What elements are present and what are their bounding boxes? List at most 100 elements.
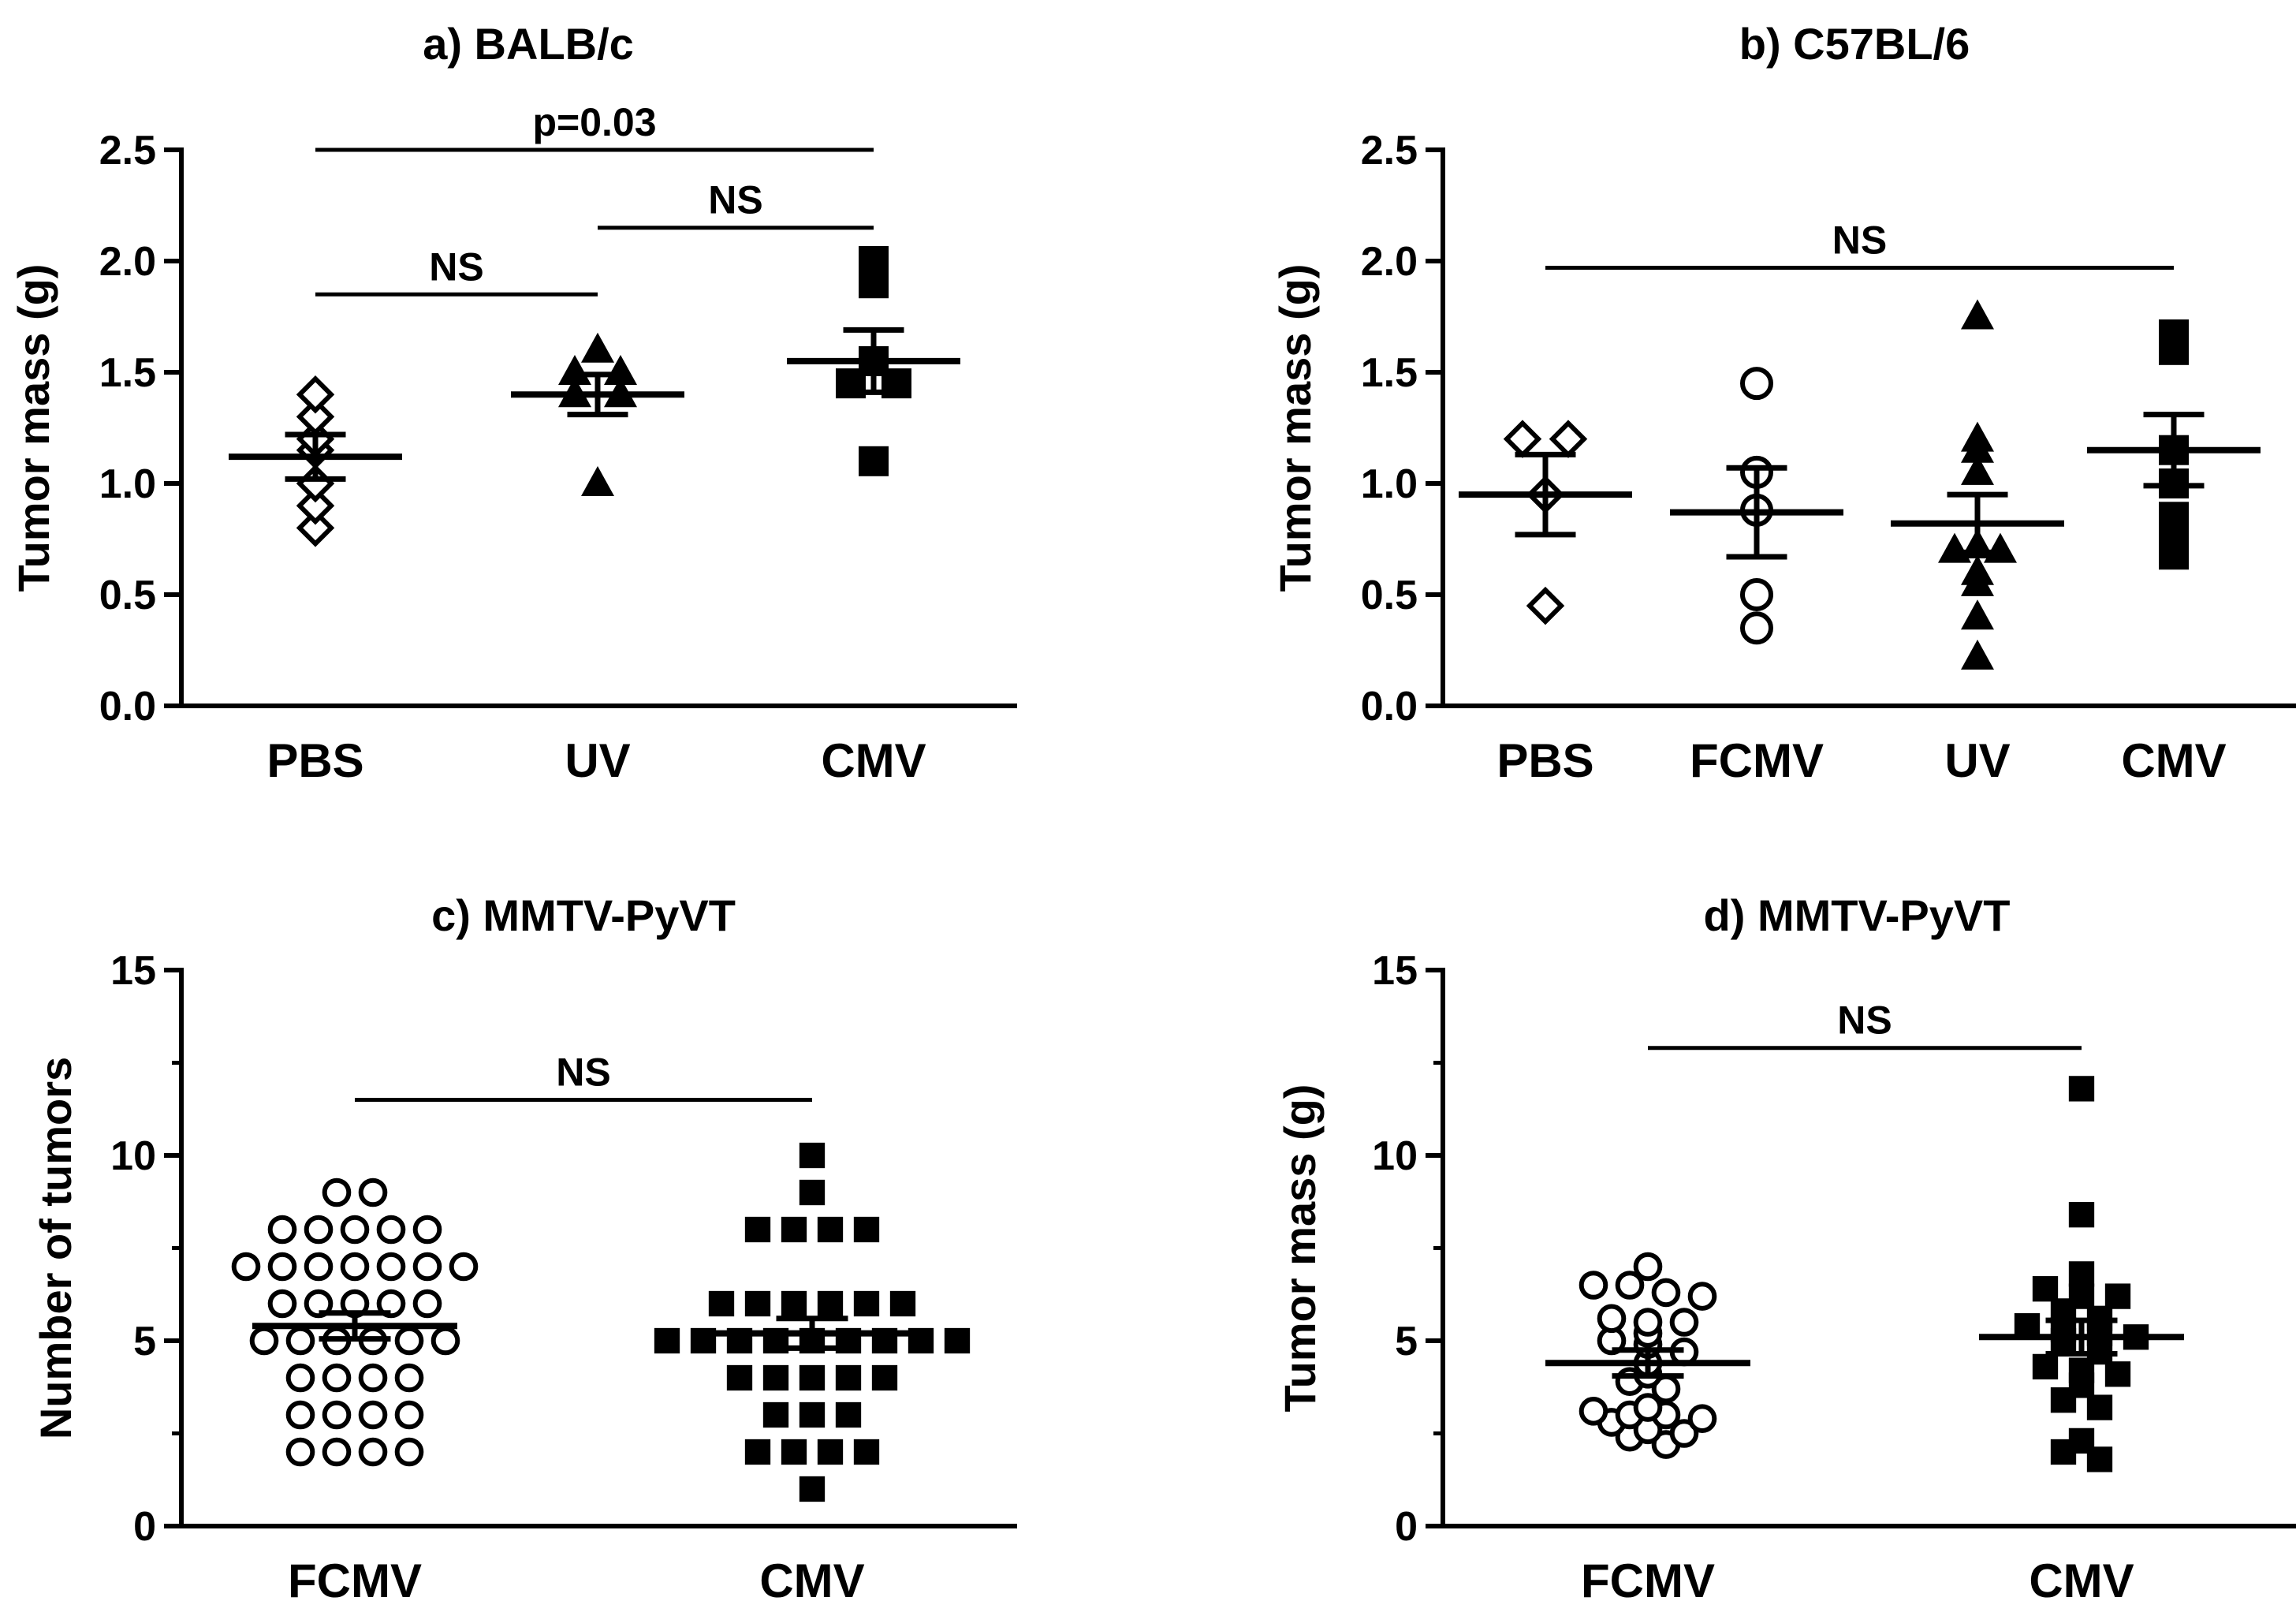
- data-point: [376, 1215, 406, 1245]
- group-pbs: [229, 375, 402, 547]
- y-tick-label: 10: [110, 1133, 156, 1179]
- data-point: [558, 355, 591, 385]
- group-uv: [511, 332, 684, 496]
- data-point: [267, 1252, 297, 1282]
- x-category-label: CMV: [2121, 734, 2226, 787]
- data-point: [2068, 1202, 2095, 1228]
- data-point: [1503, 420, 1542, 458]
- data-point: [799, 1364, 826, 1391]
- data-point: [781, 1290, 807, 1317]
- data-point: [2068, 1428, 2095, 1454]
- data-point: [1961, 299, 1994, 330]
- data-point: [304, 1252, 334, 1282]
- data-point: [394, 1400, 424, 1430]
- x-category-label: PBS: [1496, 734, 1593, 787]
- data-point: [2159, 319, 2189, 350]
- x-category-label: FCMV: [1690, 734, 1824, 787]
- data-point: [817, 1439, 844, 1465]
- data-point: [285, 1437, 315, 1467]
- data-point: [1961, 639, 1994, 670]
- data-point: [1597, 1304, 1627, 1334]
- data-point: [267, 1289, 297, 1319]
- data-point: [267, 1215, 297, 1245]
- group-cmv: [2087, 319, 2261, 570]
- data-point: [762, 1401, 789, 1428]
- x-category-label: PBS: [266, 734, 363, 787]
- data-point: [296, 509, 335, 547]
- data-point: [394, 1437, 424, 1467]
- data-point: [835, 1401, 862, 1428]
- y-tick-label: 2.0: [99, 239, 156, 285]
- data-point: [412, 1215, 442, 1245]
- data-point: [285, 1326, 315, 1356]
- data-point: [322, 1400, 352, 1430]
- y-tick-label: 10: [1372, 1133, 1418, 1179]
- data-point: [1669, 1308, 1699, 1337]
- data-point: [304, 1289, 334, 1319]
- significance-label: NS: [708, 178, 762, 222]
- x-category-label: FCMV: [1581, 1554, 1715, 1607]
- data-point: [744, 1216, 771, 1243]
- chart-title: b) C57BL/6: [1739, 19, 1970, 69]
- data-point: [394, 1363, 424, 1393]
- data-point: [2068, 1076, 2095, 1102]
- data-point: [853, 1216, 880, 1243]
- data-point: [1740, 578, 1773, 611]
- data-point: [1633, 1252, 1663, 1282]
- significance-label: NS: [556, 1051, 610, 1095]
- data-point: [322, 1437, 352, 1467]
- group-cmv: [654, 1142, 971, 1502]
- data-point: [781, 1216, 807, 1243]
- data-point: [744, 1290, 771, 1317]
- data-point: [1961, 599, 1994, 630]
- data-point: [781, 1439, 807, 1465]
- x-category-label: FCMV: [288, 1554, 422, 1607]
- data-point: [296, 375, 335, 414]
- data-point: [340, 1252, 370, 1282]
- data-point: [376, 1252, 406, 1282]
- y-tick-label: 5: [1395, 1319, 1418, 1364]
- data-point: [304, 1215, 334, 1245]
- data-point: [944, 1327, 971, 1354]
- data-point: [2068, 1283, 2095, 1309]
- data-point: [853, 1439, 880, 1465]
- data-point: [1961, 421, 1994, 452]
- data-point: [2032, 1353, 2059, 1380]
- data-point: [430, 1326, 460, 1356]
- data-point: [799, 1179, 826, 1206]
- data-point: [871, 1364, 898, 1391]
- y-tick-label: 15: [110, 948, 156, 994]
- data-point: [762, 1364, 789, 1391]
- data-point: [817, 1290, 844, 1317]
- data-point: [1740, 611, 1773, 645]
- data-point: [817, 1216, 844, 1243]
- data-point: [604, 355, 637, 385]
- group-uv: [1891, 299, 2064, 670]
- significance-label: p=0.03: [532, 100, 656, 144]
- data-point: [889, 1290, 916, 1317]
- group-fcmv: [231, 1177, 479, 1467]
- data-point: [835, 1364, 862, 1391]
- data-point: [322, 1363, 352, 1393]
- data-point: [2068, 1261, 2095, 1287]
- data-point: [358, 1400, 388, 1430]
- y-tick-label: 0.0: [99, 684, 156, 730]
- data-point: [2159, 539, 2189, 570]
- y-tick-label: 1.5: [1361, 350, 1418, 396]
- data-point: [859, 246, 889, 276]
- significance-label: NS: [429, 244, 483, 289]
- y-tick-label: 2.5: [1361, 128, 1418, 174]
- group-cmv: [1979, 1076, 2184, 1472]
- data-point: [358, 1363, 388, 1393]
- y-tick-label: 1.0: [99, 461, 156, 507]
- group-fcmv: [1545, 1252, 1750, 1459]
- significance-label: NS: [1832, 218, 1887, 262]
- data-point: [1687, 1282, 1717, 1311]
- y-tick-label: 5: [133, 1319, 156, 1364]
- data-point: [744, 1439, 771, 1465]
- data-point: [2086, 1394, 2113, 1420]
- data-point: [708, 1290, 735, 1317]
- data-point: [1549, 420, 1588, 458]
- chart-title: c) MMTV-PyVT: [431, 890, 736, 940]
